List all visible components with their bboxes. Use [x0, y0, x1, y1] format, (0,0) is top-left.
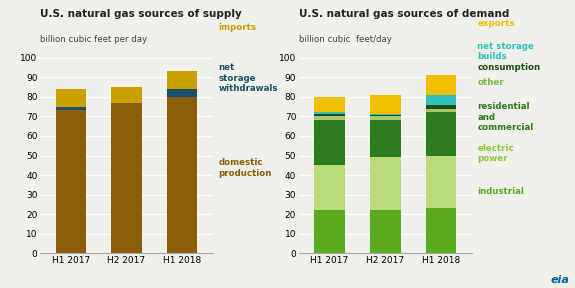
- Bar: [370, 158, 401, 210]
- Text: consumption: consumption: [477, 63, 540, 72]
- Text: exports: exports: [477, 19, 515, 28]
- Text: residential
and
commercial: residential and commercial: [477, 102, 534, 132]
- Bar: [315, 116, 345, 120]
- Text: net
storage
withdrawals: net storage withdrawals: [218, 63, 278, 93]
- Bar: [315, 112, 345, 114]
- Bar: [315, 114, 345, 116]
- Bar: [370, 95, 401, 114]
- Text: other: other: [477, 78, 504, 87]
- Bar: [167, 71, 197, 89]
- Bar: [56, 89, 86, 107]
- Bar: [167, 97, 197, 253]
- Bar: [370, 115, 401, 116]
- Text: billion cubic  feet/day: billion cubic feet/day: [299, 35, 392, 43]
- Text: imports: imports: [218, 23, 256, 32]
- Bar: [370, 210, 401, 253]
- Bar: [167, 89, 197, 97]
- Bar: [426, 95, 456, 105]
- Bar: [426, 109, 456, 112]
- Text: eia: eia: [550, 275, 569, 285]
- Bar: [111, 103, 142, 253]
- Text: domestic
production: domestic production: [218, 158, 272, 178]
- Bar: [426, 209, 456, 253]
- Bar: [111, 87, 142, 103]
- Bar: [315, 97, 345, 112]
- Bar: [315, 165, 345, 210]
- Bar: [315, 120, 345, 165]
- Bar: [56, 107, 86, 111]
- Text: U.S. natural gas sources of demand: U.S. natural gas sources of demand: [299, 9, 509, 19]
- Bar: [426, 75, 456, 95]
- Bar: [56, 111, 86, 253]
- Bar: [426, 112, 456, 156]
- Text: industrial: industrial: [477, 187, 524, 196]
- Bar: [370, 116, 401, 120]
- Bar: [370, 114, 401, 115]
- Text: electric
power: electric power: [477, 144, 514, 163]
- Bar: [426, 105, 456, 109]
- Bar: [370, 120, 401, 158]
- Text: U.S. natural gas sources of supply: U.S. natural gas sources of supply: [40, 9, 242, 19]
- Text: billion cubic feet per day: billion cubic feet per day: [40, 35, 147, 43]
- Text: net storage
builds: net storage builds: [477, 42, 534, 61]
- Bar: [315, 210, 345, 253]
- Bar: [426, 156, 456, 209]
